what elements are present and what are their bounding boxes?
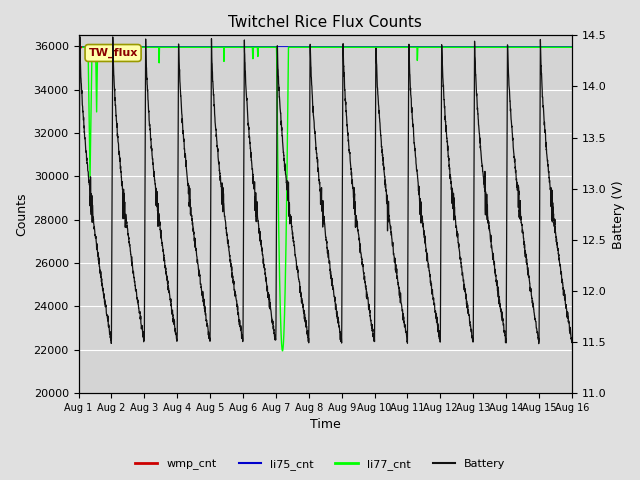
Text: TW_flux: TW_flux <box>88 48 138 58</box>
X-axis label: Time: Time <box>310 419 340 432</box>
Y-axis label: Counts: Counts <box>15 192 28 236</box>
Title: Twitchel Rice Flux Counts: Twitchel Rice Flux Counts <box>228 15 422 30</box>
Legend: wmp_cnt, li75_cnt, li77_cnt, Battery: wmp_cnt, li75_cnt, li77_cnt, Battery <box>131 455 509 474</box>
Y-axis label: Battery (V): Battery (V) <box>612 180 625 249</box>
